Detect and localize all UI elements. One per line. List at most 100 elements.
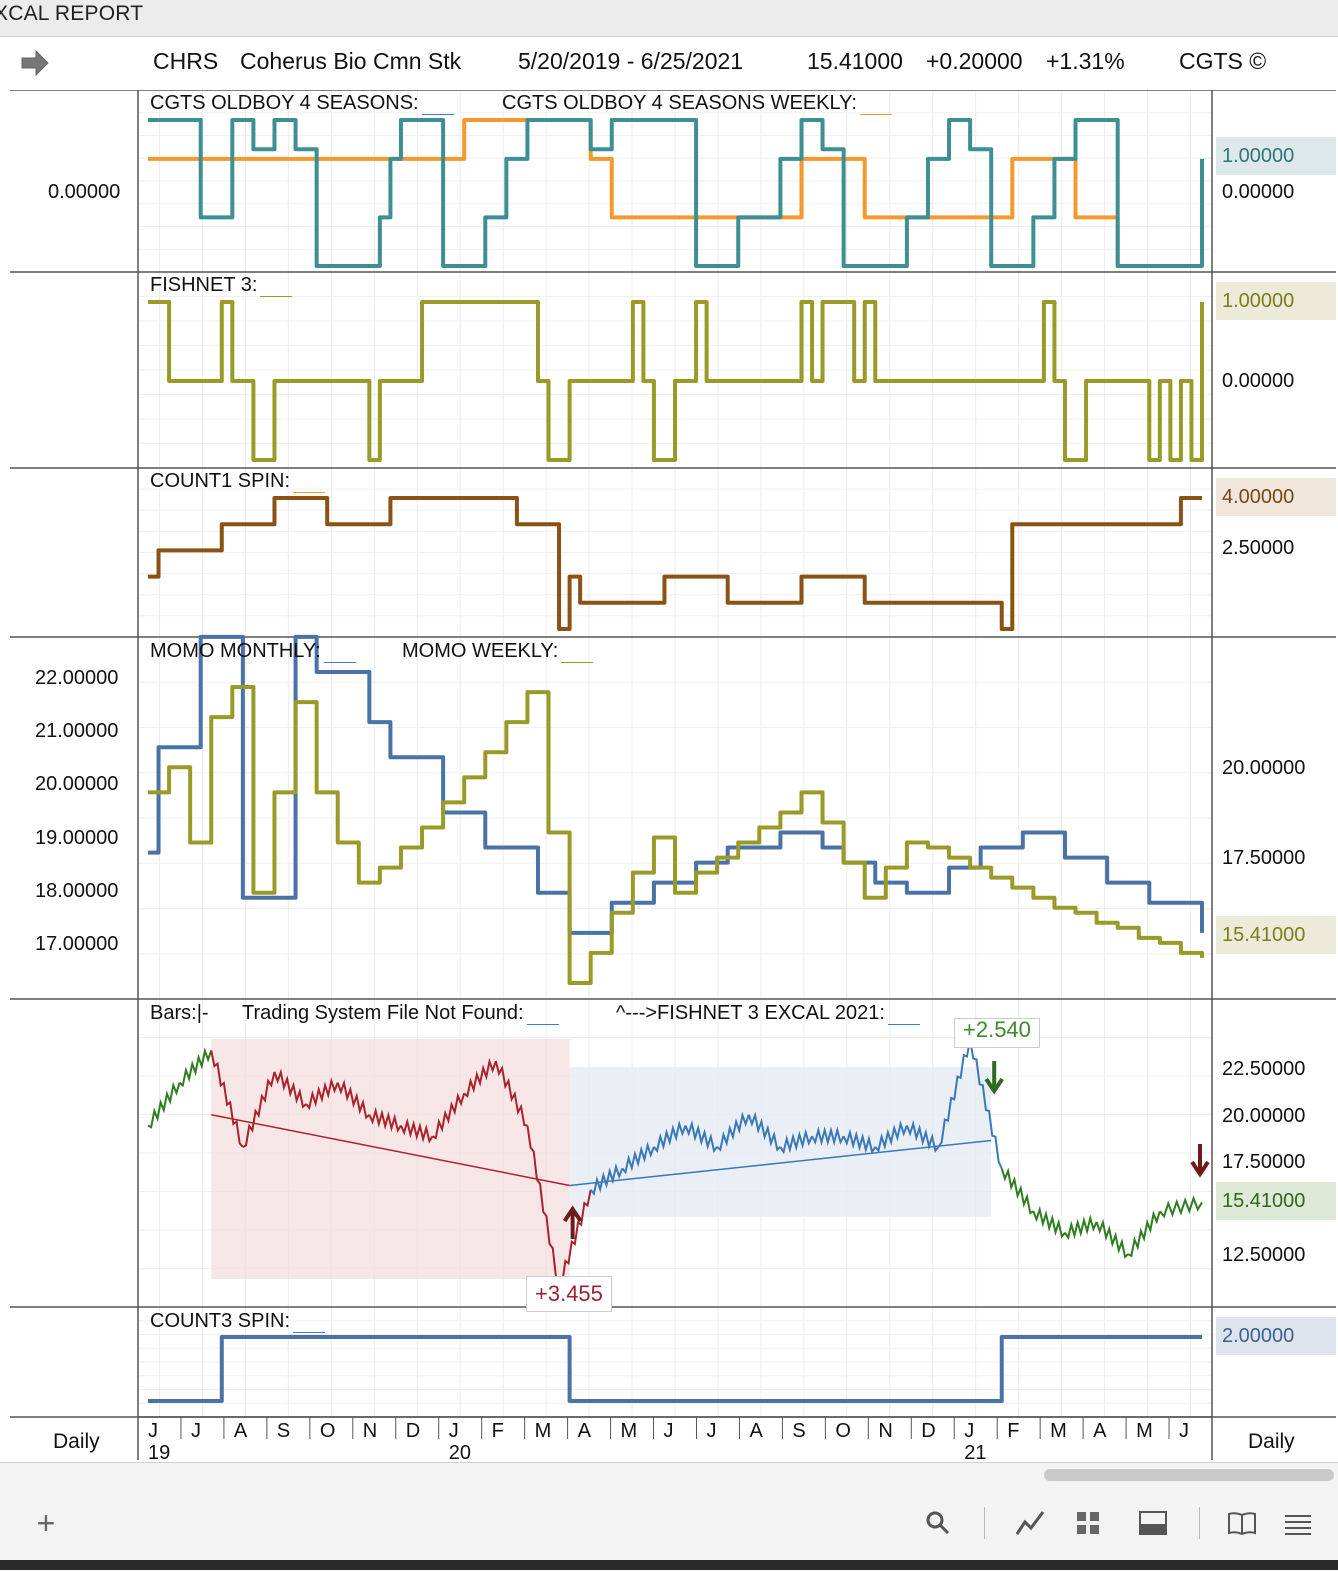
pane4-label-monthly-text: MOMO MONTHLY: xyxy=(150,640,321,662)
x-axis-month-label: A xyxy=(234,1420,248,1442)
pane4-badge: 15.41000 xyxy=(1216,916,1336,954)
add-icon[interactable]: + xyxy=(36,1504,56,1541)
menu-icon[interactable] xyxy=(1278,1503,1318,1543)
pane4-weekly-blank xyxy=(561,644,594,663)
pane1-label-text: CGTS OLDBOY 4 SEASONS: xyxy=(150,92,419,114)
pane3-right-tick: 2.50000 xyxy=(1222,537,1295,559)
pane5-fishnet-blank xyxy=(887,1006,920,1025)
pane5-system-blank xyxy=(526,1006,559,1025)
price-bars-segment xyxy=(779,1128,813,1155)
pane4-label-weekly-text: MOMO WEEKLY: xyxy=(402,640,559,662)
price-bars-segment xyxy=(653,1119,687,1154)
horizontal-scrollbar[interactable] xyxy=(1044,1469,1334,1481)
x-axis-month-label: D xyxy=(921,1420,935,1442)
series-fishnet xyxy=(148,300,1204,462)
pane2-blank xyxy=(260,278,293,297)
pane4-left-tick-0: 22.00000 xyxy=(35,667,119,689)
x-axis-month-label: A xyxy=(749,1420,763,1442)
net-change: +0.20000 xyxy=(926,48,1023,74)
price-bars-segment xyxy=(400,1117,434,1144)
x-axis-month-label: M xyxy=(1136,1420,1153,1442)
trade-label-short: +2.540 xyxy=(954,1018,1040,1048)
x-axis-month-label: J xyxy=(191,1420,201,1442)
x-axis-year-label: 19 xyxy=(148,1442,170,1460)
symbol-name: Coherus Bio Cmn Stk xyxy=(240,48,462,74)
pane3-blank xyxy=(293,474,326,493)
chart-line-icon[interactable] xyxy=(1010,1503,1050,1543)
period-right[interactable]: Daily xyxy=(1248,1430,1295,1453)
price-bars-segment xyxy=(684,1119,718,1154)
x-axis-month-label: J xyxy=(706,1420,716,1442)
trade-trendline-short xyxy=(211,1114,570,1187)
period-left[interactable]: Daily xyxy=(53,1430,100,1453)
pane5-label-fishnet: ^--->FISHNET 3 EXCAL 2021: xyxy=(616,1002,920,1025)
arrow-right-icon[interactable] xyxy=(20,48,50,78)
trade-region-short xyxy=(211,1039,570,1279)
price-bars-segment xyxy=(147,1081,181,1129)
pane3-badge: 4.00000 xyxy=(1216,478,1336,516)
price-bars-segment xyxy=(463,1057,497,1098)
pane4-label-weekly: MOMO WEEKLY: xyxy=(402,640,594,663)
pane6-label: COUNT3 SPIN: xyxy=(150,1310,326,1333)
grid-icon[interactable] xyxy=(1068,1503,1108,1543)
price-bars-segment xyxy=(589,1162,624,1196)
pane2-label: FISHNET 3: xyxy=(150,274,293,297)
pane5-right-tick-0: 22.50000 xyxy=(1222,1058,1306,1080)
x-axis-month-label: M xyxy=(1050,1420,1067,1442)
series-count1 xyxy=(148,496,1202,631)
book-icon[interactable] xyxy=(1222,1503,1262,1543)
arrow-down-icon xyxy=(1190,1144,1210,1178)
price-bars-segment xyxy=(1095,1218,1129,1259)
pane5-bars-text: Bars: xyxy=(150,1002,197,1024)
toolbar-separator-2 xyxy=(1199,1507,1200,1539)
pane2-badge: 1.00000 xyxy=(1216,282,1336,320)
pane1-label-weekly-text: CGTS OLDBOY 4 SEASONS WEEKLY: xyxy=(502,92,857,114)
price-bars-segment xyxy=(811,1126,845,1147)
x-axis-month-label: J xyxy=(964,1420,974,1442)
price-bars-segment xyxy=(905,1119,940,1154)
x-axis-month-label: S xyxy=(792,1420,805,1442)
pane4-left-tick-3: 19.00000 xyxy=(35,827,119,849)
pane1-right-tick: 0.00000 xyxy=(1222,181,1295,203)
pane5-badge: 15.41000 xyxy=(1216,1182,1336,1220)
pane4-left-tick-4: 18.00000 xyxy=(35,880,119,902)
x-axis-month-label: J xyxy=(148,1420,158,1442)
chart-area[interactable]: J J A S O N D J F M A M J J A S O N D J F M A M J 19 20 21 CGTS OLD… xyxy=(0,90,1338,1460)
percent-change: +1.31% xyxy=(1046,48,1125,74)
pane6-blank xyxy=(293,1314,326,1333)
pane1-left-tick: 0.00000 xyxy=(48,181,121,203)
last-price: 15.41000 xyxy=(807,48,903,74)
pane1-badge: 1.00000 xyxy=(1216,137,1336,175)
price-bars-segment xyxy=(842,1128,877,1155)
x-axis-month-label: J xyxy=(1179,1420,1189,1442)
x-axis-month-label: F xyxy=(492,1420,504,1442)
price-bars-segment xyxy=(969,1039,1003,1169)
x-axis-month-label: D xyxy=(406,1420,420,1442)
series-count3 xyxy=(148,1335,1202,1403)
price-bars-segment xyxy=(1127,1210,1161,1258)
x-axis-month-label: O xyxy=(835,1420,851,1442)
window-titlebar: XCAL REPORT xyxy=(0,0,1338,37)
bottom-edge xyxy=(0,1560,1338,1570)
price-bars-segment xyxy=(1032,1205,1066,1239)
toolbar-separator xyxy=(984,1507,985,1539)
panel-icon[interactable] xyxy=(1133,1503,1173,1543)
pane5-bars-style: |- xyxy=(196,1002,209,1024)
x-axis-month-label: S xyxy=(277,1420,290,1442)
price-bars-segment xyxy=(210,1050,244,1148)
price-bars-segment xyxy=(494,1060,528,1127)
chart-canvas[interactable]: J J A S O N D J F M A M J J A S O N D J F M A M J19 20 21 xyxy=(0,90,1338,1460)
price-bars-segment xyxy=(558,1189,592,1287)
pane4-left-tick-1: 21.00000 xyxy=(35,720,119,742)
pane3-label-text: COUNT1 SPIN: xyxy=(150,470,291,492)
date-range: 5/20/2019 - 6/25/2021 xyxy=(518,48,744,74)
price-bars-segment xyxy=(178,1047,213,1088)
pane1-blank xyxy=(421,96,454,115)
pane5-right-tick-1: 20.00000 xyxy=(1222,1105,1306,1127)
search-icon[interactable] xyxy=(918,1503,958,1543)
series-oldboy xyxy=(148,118,1204,268)
arrow-down-icon xyxy=(984,1061,1004,1095)
pane1-label: CGTS OLDBOY 4 SEASONS: xyxy=(150,92,454,115)
price-bars-segment xyxy=(273,1068,307,1109)
price-bars-segment xyxy=(368,1107,402,1133)
